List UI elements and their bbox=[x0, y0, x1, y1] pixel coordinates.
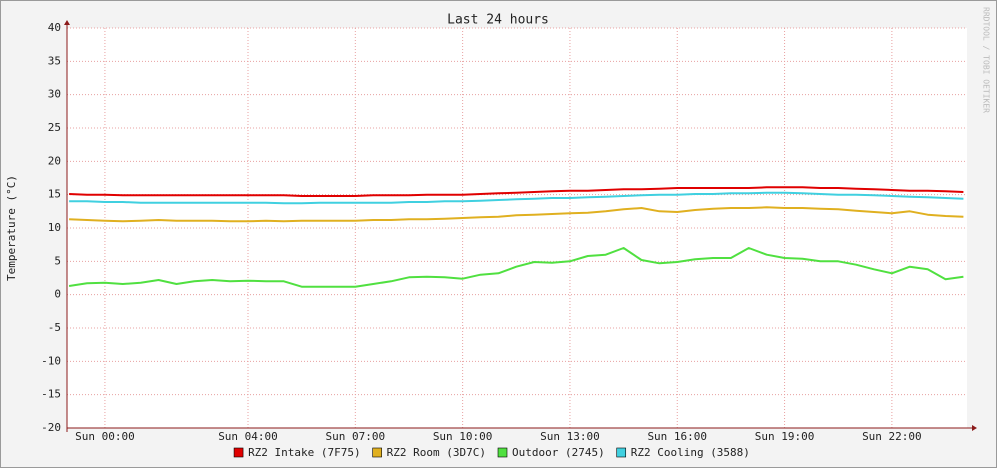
series-line bbox=[69, 191, 964, 205]
lines bbox=[68, 186, 964, 288]
legend-swatch bbox=[233, 447, 244, 458]
y-tick-label: 30 bbox=[48, 88, 61, 101]
y-tick-label: -15 bbox=[41, 388, 61, 401]
watermark: RRDTOOL / TOBI OETIKER bbox=[982, 7, 991, 113]
legend: RZ2 Intake (7F75) RZ2 Room (3D7C) Outdoor … bbox=[233, 446, 750, 459]
legend-label: RZ2 Room (3D7C) bbox=[387, 446, 486, 459]
x-axis-arrow bbox=[972, 425, 977, 431]
legend-item: RZ2 Room (3D7C) bbox=[372, 446, 486, 459]
legend-label: RZ2 Cooling (3588) bbox=[631, 446, 750, 459]
y-tick-label: -10 bbox=[41, 354, 61, 367]
y-tick-label: 25 bbox=[48, 121, 61, 134]
legend-label: RZ2 Intake (7F75) bbox=[248, 446, 361, 459]
y-tick-label: 0 bbox=[54, 288, 61, 301]
x-tick-label: Sun 07:00 bbox=[326, 430, 386, 443]
y-tick-label: 5 bbox=[54, 254, 61, 267]
y-tick-label: 35 bbox=[48, 54, 61, 67]
y-tick-label: -5 bbox=[48, 321, 61, 334]
series-line bbox=[69, 206, 964, 223]
x-tick-label: Sun 16:00 bbox=[647, 430, 707, 443]
series-line bbox=[68, 247, 964, 288]
legend-label: Outdoor (2745) bbox=[512, 446, 605, 459]
y-tick-label: 10 bbox=[48, 221, 61, 234]
y-tick-label: -20 bbox=[41, 421, 61, 434]
legend-item: RZ2 Cooling (3588) bbox=[616, 446, 750, 459]
legend-swatch bbox=[616, 447, 627, 458]
x-tick-label: Sun 22:00 bbox=[862, 430, 922, 443]
y-axis-label: Temperature (°C) bbox=[5, 175, 18, 281]
grid bbox=[67, 27, 967, 429]
y-tick-label: 20 bbox=[48, 154, 61, 167]
x-tick-label: Sun 04:00 bbox=[218, 430, 278, 443]
x-tick-label: Sun 00:00 bbox=[75, 430, 135, 443]
legend-swatch bbox=[372, 447, 382, 458]
legend-swatch bbox=[497, 447, 508, 458]
chart-title: Last 24 hours bbox=[447, 13, 549, 28]
y-tick-label: 15 bbox=[48, 188, 61, 201]
x-tick-label: Sun 19:00 bbox=[755, 430, 815, 443]
series-line bbox=[69, 186, 964, 197]
x-tick-label: Sun 10:00 bbox=[433, 430, 493, 443]
legend-item: RZ2 Intake (7F75) bbox=[233, 446, 361, 459]
y-axis-arrow bbox=[64, 20, 70, 25]
x-tick-label: Sun 13:00 bbox=[540, 430, 600, 443]
y-tick-label: 40 bbox=[48, 21, 61, 34]
legend-item: Outdoor (2745) bbox=[497, 446, 605, 459]
